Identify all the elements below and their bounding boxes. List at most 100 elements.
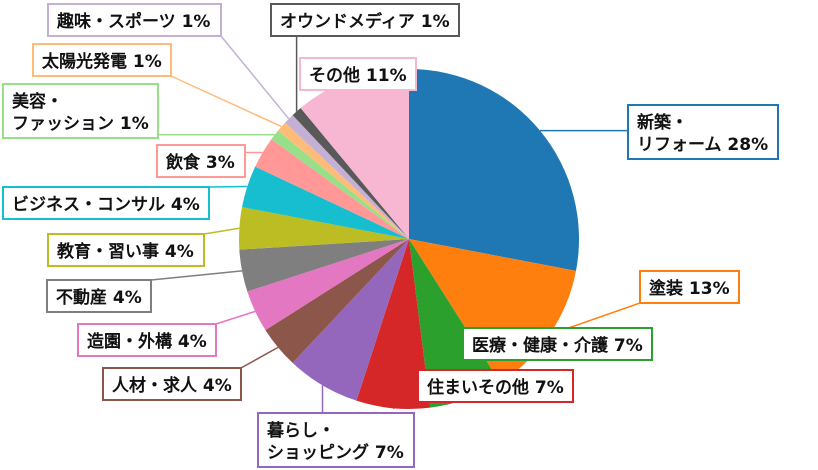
label-box (417, 369, 574, 403)
label-percent: 4% (171, 195, 200, 215)
slice-label: 趣味・スポーツ 1% (47, 3, 222, 37)
pie-slice (300, 69, 409, 239)
label-text: その他 11% (309, 65, 407, 86)
label-text: 教育・習い事 4% (56, 241, 194, 262)
label-text: 造園・外構 4% (87, 331, 207, 352)
label-box (47, 233, 205, 267)
label-percent: 4% (203, 376, 232, 396)
label-box (2, 83, 159, 139)
label-percent: 7% (375, 443, 404, 463)
label-category: 美容・ (12, 91, 63, 112)
label-category: 造園・外構 4% (87, 331, 207, 352)
label-percent: 13% (689, 279, 730, 299)
pie-slices (239, 69, 580, 410)
pie-slice (409, 239, 501, 408)
label-text: 塗装 13% (649, 278, 730, 299)
pie-slice (285, 115, 409, 239)
label-percent: 28% (727, 135, 768, 155)
slice-label: その他 11% (299, 57, 417, 91)
pie-slice (292, 239, 409, 401)
label-box (462, 327, 653, 361)
label-box (2, 186, 210, 220)
label-percent: 7% (535, 378, 564, 398)
leader-line (203, 227, 240, 235)
pie-slice (242, 166, 409, 239)
leader-line (392, 401, 419, 409)
label-category: その他 11% (309, 65, 407, 86)
pie-slice (278, 122, 409, 239)
label-category: オウンドメディア 1% (280, 11, 450, 32)
slice-label: 人材・求人 4% (102, 367, 242, 401)
label-percent: 4% (178, 332, 207, 352)
leader-line (150, 270, 243, 281)
leader-line (208, 185, 248, 188)
label-box (77, 323, 217, 357)
slice-label: 新築・リフォーム 28% (627, 104, 779, 160)
label-text: 不動産 4% (56, 287, 142, 308)
pie-slice (239, 207, 409, 250)
label-box (639, 270, 740, 304)
slice-label: ビジネス・コンサル 4% (2, 186, 210, 220)
pie-slice (265, 239, 409, 363)
label-text: 人材・求人 4% (112, 375, 232, 396)
label-box (47, 3, 222, 37)
pie-slice (255, 139, 409, 239)
leader-line (240, 346, 279, 369)
label-text: 趣味・スポーツ 1% (56, 11, 210, 32)
label-box (299, 57, 417, 91)
label-box (270, 3, 460, 37)
label-text: オウンドメディア 1% (280, 11, 450, 32)
label-text: 太陽光発電 1% (42, 51, 162, 72)
label-text: 暮らし・ショッピング 7% (266, 420, 404, 463)
label-category: ビジネス・コンサル 4% (12, 195, 200, 215)
label-category: 趣味・スポーツ 1% (56, 11, 210, 32)
label-percent: 3% (206, 153, 235, 173)
label-percent: 1% (182, 12, 211, 32)
label-category: 不動産 4% (56, 287, 142, 308)
label-box (32, 43, 172, 77)
label-percent: 1% (133, 52, 162, 72)
label-category: 医療・健康・介護 7% (472, 335, 643, 356)
label-text: 医療・健康・介護 7% (472, 335, 643, 356)
label-category: 塗装 13% (649, 278, 730, 299)
slice-label: 暮らし・ショッピング 7% (257, 412, 415, 468)
slice-label: 造園・外構 4% (77, 323, 217, 357)
pie-slice (247, 239, 409, 331)
label-category: 新築・ (637, 112, 688, 133)
slice-label: 美容・ファッション 1% (2, 83, 159, 139)
label-text: 住まいその他 7% (427, 377, 564, 398)
label-percent: 4% (165, 242, 194, 262)
label-percent: 4% (113, 288, 142, 308)
label-text: ビジネス・コンサル 4% (12, 195, 200, 215)
label-category: 住まいその他 7% (427, 377, 564, 398)
pie-slice (356, 239, 431, 410)
slice-label: 医療・健康・介護 7% (462, 327, 653, 361)
leader-line (220, 35, 290, 120)
label-percent: 1% (120, 114, 149, 134)
label-category: 飲食 3% (165, 152, 235, 173)
label-category: 人材・求人 4% (112, 375, 232, 396)
label-text: 飲食 3% (165, 152, 235, 173)
label-percent: 7% (614, 336, 643, 356)
label-box (156, 144, 246, 178)
slice-label: 塗装 13% (639, 270, 740, 304)
slice-labels: 新築・リフォーム 28% 塗装 13% 医療・健康・介護 7% 住まいその他 7% 暮ら… (2, 3, 779, 468)
slice-label: オウンドメディア 1% (270, 3, 460, 37)
label-category: リフォーム 28% (637, 135, 768, 155)
label-box (257, 412, 415, 468)
label-percent: 11% (366, 66, 407, 86)
label-category: 太陽光発電 1% (42, 51, 162, 72)
label-category: 教育・習い事 4% (56, 241, 194, 262)
label-box (46, 279, 152, 313)
label-percent: 1% (421, 12, 450, 32)
slice-label: 教育・習い事 4% (47, 233, 205, 267)
leader-line (215, 310, 256, 325)
slice-label: 太陽光発電 1% (32, 43, 172, 77)
pie-slice (409, 69, 580, 271)
label-text: 新築・リフォーム 28% (637, 112, 768, 155)
label-category: ファッション 1% (12, 114, 149, 134)
pie-slice (292, 108, 409, 239)
leader-line (170, 75, 282, 128)
slice-label: 飲食 3% (156, 144, 246, 178)
